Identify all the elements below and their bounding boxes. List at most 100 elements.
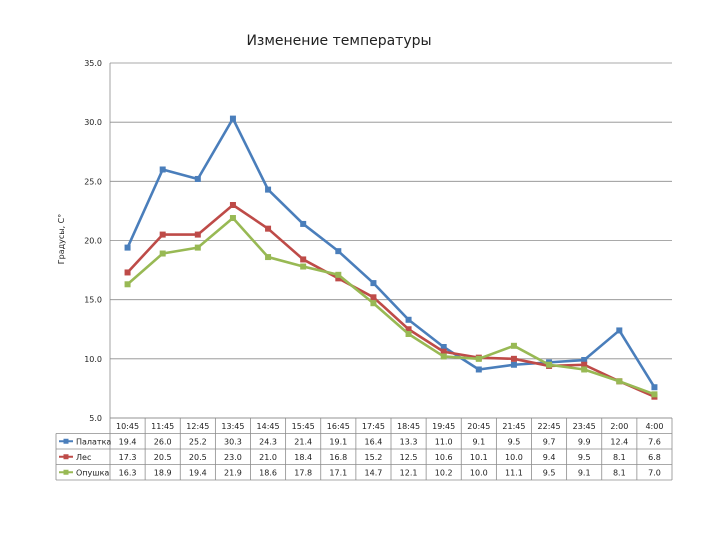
data-label: 9.5: [543, 468, 556, 477]
data-label: 20.5: [154, 453, 172, 462]
data-label: 9.7: [543, 437, 556, 446]
x-category-label: 11:45: [151, 422, 174, 431]
data-label: 8.1: [613, 468, 626, 477]
data-label: 30.3: [224, 437, 242, 446]
series-line-1: [126, 203, 655, 398]
legend-label: Опушка: [76, 468, 109, 477]
series-line-2: [126, 216, 655, 396]
data-point: [124, 269, 131, 276]
data-label: 17.8: [294, 468, 312, 477]
data-label: 11.0: [435, 437, 453, 446]
data-point: [440, 348, 447, 355]
legend-key-marker: [63, 454, 69, 460]
data-point: [159, 166, 166, 173]
data-point: [300, 220, 307, 227]
data-point: [510, 355, 517, 362]
data-label: 10.0: [470, 468, 488, 477]
data-label: 23.0: [224, 453, 242, 462]
legend-key-marker: [63, 469, 69, 475]
x-category-label: 10:45: [116, 422, 139, 431]
gridlines: [109, 62, 672, 419]
data-label: 9.9: [578, 437, 591, 446]
y-tick-label: 25.0: [84, 177, 102, 186]
data-label: 19.1: [329, 437, 347, 446]
data-point: [194, 244, 201, 251]
data-point: [300, 263, 307, 270]
y-tick-label: 10.0: [84, 355, 102, 364]
data-point: [546, 361, 553, 368]
x-category-label: 17:45: [362, 422, 385, 431]
series-line-0: [126, 117, 656, 388]
data-label: 18.4: [294, 453, 312, 462]
data-point: [370, 280, 377, 287]
data-point: [581, 366, 588, 373]
x-category-label: 15:45: [292, 422, 315, 431]
x-category-label: 23:45: [573, 422, 596, 431]
data-point: [265, 186, 272, 193]
data-point: [335, 275, 342, 282]
data-label: 11.1: [505, 468, 523, 477]
data-point: [300, 256, 307, 263]
plot-area: [124, 115, 658, 400]
data-point: [616, 378, 623, 385]
data-point: [651, 384, 658, 391]
x-category-label: 20:45: [467, 422, 490, 431]
data-point: [616, 327, 623, 334]
x-category-label: 19:45: [432, 422, 455, 431]
data-label: 18.6: [259, 468, 277, 477]
data-point: [335, 271, 342, 278]
y-tick-label: 30.0: [84, 118, 102, 127]
x-category-label: 14:45: [257, 422, 280, 431]
y-tick-label: 5.0: [89, 414, 102, 423]
data-point: [510, 342, 517, 349]
data-label: 17.3: [119, 453, 137, 462]
data-label: 26.0: [154, 437, 172, 446]
data-label: 19.4: [119, 437, 137, 446]
data-point: [229, 115, 236, 122]
data-point: [229, 202, 236, 208]
data-point: [124, 281, 131, 288]
y-tick-label: 15.0: [84, 296, 102, 305]
data-label: 21.0: [259, 453, 277, 462]
data-point: [440, 353, 447, 360]
data-point: [265, 254, 272, 261]
data-point: [405, 330, 412, 337]
data-point: [229, 215, 236, 222]
x-category-label: 2:00: [610, 422, 628, 431]
x-category-label: 12:45: [186, 422, 209, 431]
data-point: [194, 175, 201, 182]
legend-label: Лес: [76, 453, 91, 462]
data-point: [370, 294, 377, 301]
data-label: 16.4: [365, 437, 383, 446]
y-axis-ticks: 5.0 10.0 15.0 20.0 25.0 30.0 35.0: [84, 59, 102, 423]
data-point: [581, 357, 588, 364]
y-tick-label: 20.0: [84, 237, 102, 246]
data-point: [370, 300, 377, 307]
x-category-label: 4:00: [645, 422, 663, 431]
data-label: 10.1: [470, 453, 488, 462]
x-category-label: 13:45: [221, 422, 244, 431]
data-table: 10:45 11:45 12:45 13:45 14:45 15:45 16:45 17:45…: [55, 417, 673, 481]
data-label: 18.9: [154, 468, 172, 477]
x-category-label: 21:45: [502, 422, 525, 431]
data-point: [159, 231, 166, 238]
data-label: 9.5: [578, 453, 591, 462]
data-label: 19.4: [189, 468, 207, 477]
chart-title: Изменение температуры: [246, 33, 431, 49]
data-label: 9.1: [578, 468, 591, 477]
legend-key-marker: [63, 438, 69, 444]
data-point: [405, 326, 412, 333]
data-label: 14.7: [365, 468, 383, 477]
data-label: 9.1: [472, 437, 485, 446]
data-label: 6.8: [648, 453, 661, 462]
data-label: 9.4: [543, 453, 556, 462]
data-point: [510, 361, 517, 368]
data-label: 20.5: [189, 453, 207, 462]
data-label: 12.5: [400, 453, 418, 462]
data-label: 25.2: [189, 437, 207, 446]
data-label: 7.6: [648, 437, 661, 446]
data-point: [440, 344, 447, 350]
data-label: 10.2: [435, 468, 453, 477]
data-point: [124, 244, 131, 251]
